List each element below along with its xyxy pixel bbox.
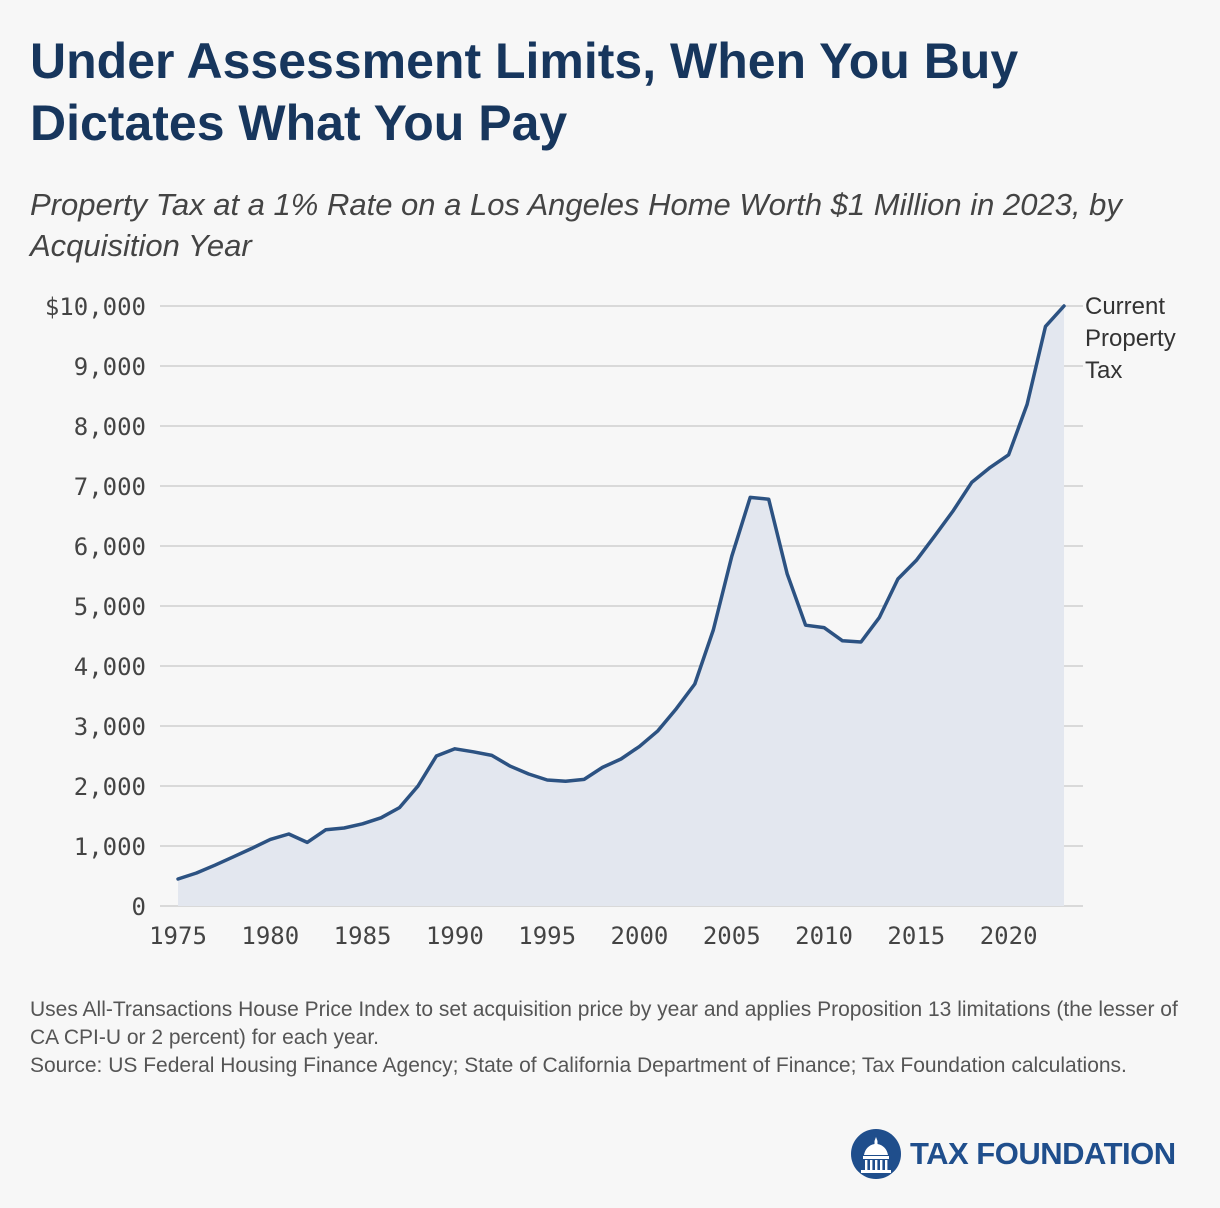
x-tick-label: 2010 [795,922,853,950]
y-tick-label: 1,000 [74,833,146,861]
x-tick-label: 1980 [241,922,299,950]
y-tick-label: 2,000 [74,773,146,801]
x-axis-ticks: 1975 1980 1985 1990 1995 2000 2005 2010 2015 2020 [149,922,1037,950]
series-line [176,304,1066,881]
x-tick-label: 2015 [887,922,945,950]
x-tick-label: 2020 [980,922,1038,950]
chart-title: Under Assessment Limits, When You Buy Di… [30,33,1019,151]
current-property-tax-label: Current Property Tax [1085,293,1176,384]
area-fill [178,306,1064,906]
source-note: Source: US Federal Housing Finance Agenc… [30,1054,1127,1077]
x-tick-label: 2000 [611,922,669,950]
chart-subtitle: Property Tax at a 1% Rate on a Los Angel… [30,187,1122,263]
brand-logo: TAX FOUNDATION [850,1126,1176,1182]
x-tick-label: 2005 [703,922,761,950]
y-axis-ticks: 0 1,000 2,000 3,000 4,000 5,000 6,000 7,000 8,00… [45,293,146,921]
x-tick-label: 1995 [518,922,576,950]
x-tick-label: 1975 [149,922,207,950]
annotation: Current Property Tax [1085,293,1176,384]
capitol-dome-icon [851,1129,901,1179]
footnotes: Uses All-Transactions House Price Index … [30,996,1190,1080]
x-tick-label: 1985 [334,922,392,950]
method-note: Uses All-Transactions House Price Index … [30,998,1178,1049]
y-tick-label: 0 [132,893,146,921]
area-layer [176,304,1066,906]
y-tick-label: 8,000 [74,413,146,441]
area-chart: 0 1,000 2,000 3,000 4,000 5,000 6,000 7,000 8,00… [45,293,1176,950]
y-tick-label: 3,000 [74,713,146,741]
y-tick-label: 6,000 [74,533,146,561]
brand-name: TAX FOUNDATION [910,1136,1176,1171]
y-tick-label: 7,000 [74,473,146,501]
y-tick-label: 5,000 [74,593,146,621]
y-tick-label: $10,000 [45,293,146,321]
x-tick-label: 1990 [426,922,484,950]
y-tick-label: 4,000 [74,653,146,681]
y-tick-label: 9,000 [74,353,146,381]
